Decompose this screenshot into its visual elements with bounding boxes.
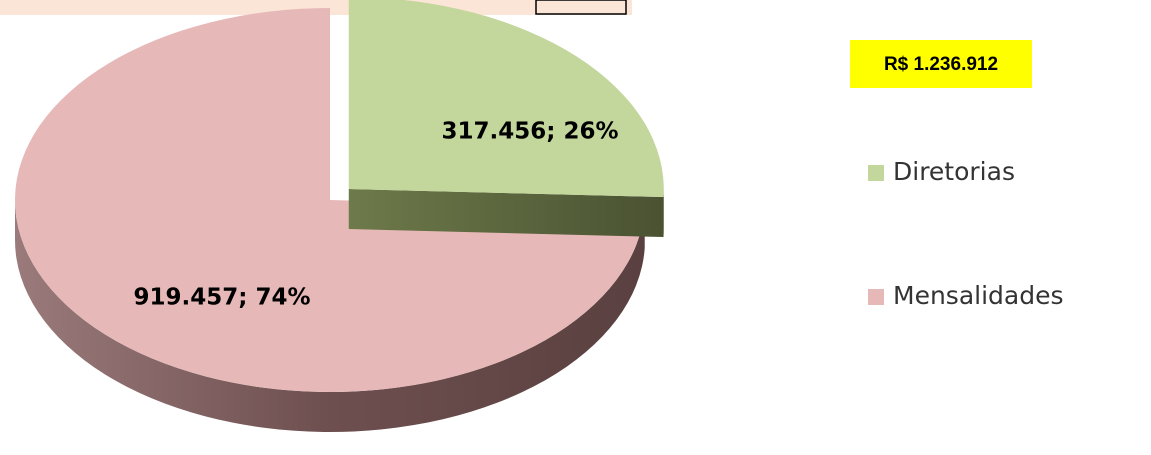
total-annotation: R$ 1.236.912 <box>884 54 998 75</box>
slice-side <box>15 200 645 432</box>
slice-face <box>348 189 664 238</box>
header-box <box>535 0 627 15</box>
legend-swatch <box>868 289 884 305</box>
header-strip <box>0 0 632 15</box>
data-label: 919.457; 74% <box>133 285 310 311</box>
pie: 317.456; 26% 919.457; 74% <box>15 0 664 432</box>
slice <box>348 0 664 238</box>
legend-label: Diretorias <box>893 157 1015 186</box>
legend-label: Mensalidades <box>893 281 1064 310</box>
legend-swatch <box>868 165 884 181</box>
total-box <box>850 40 1032 88</box>
data-label: 317.456; 26% <box>441 119 618 145</box>
slice <box>15 8 645 432</box>
slice-top <box>348 0 664 198</box>
slice-top <box>15 8 645 392</box>
legend: Diretorias Mensalidades <box>868 157 1064 310</box>
